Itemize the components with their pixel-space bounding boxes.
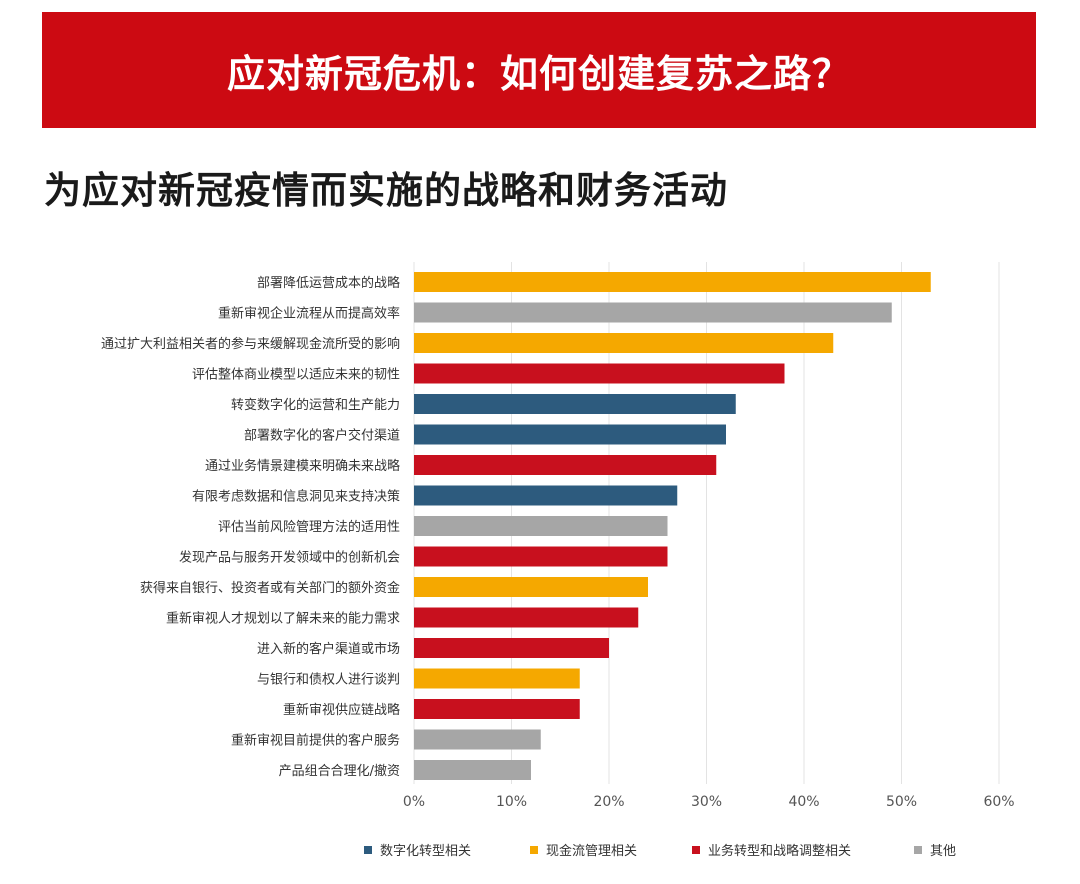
bar [414, 729, 541, 750]
x-tick-label: 60% [983, 794, 1014, 810]
bar [414, 333, 834, 353]
x-tick-label: 20% [593, 794, 624, 810]
legend-label: 数字化转型相关 [380, 844, 471, 859]
bar [414, 394, 736, 414]
category-label: 重新审视供应链战略 [283, 702, 400, 718]
bar [414, 760, 531, 780]
bar [414, 302, 892, 323]
category-label: 与银行和债权人进行谈判 [257, 672, 400, 688]
x-tick-label: 10% [496, 794, 527, 810]
category-label: 部署降低运营成本的战略 [257, 275, 400, 291]
bar [414, 577, 648, 597]
category-label: 进入新的客户渠道或市场 [257, 641, 400, 657]
x-tick-label: 40% [788, 794, 819, 810]
category-label: 评估整体商业模型以适应未来的韧性 [192, 367, 400, 383]
category-label: 发现产品与服务开发领域中的创新机会 [179, 550, 400, 566]
category-label: 评估当前风险管理方法的适用性 [218, 519, 400, 535]
bar [414, 455, 717, 475]
category-label: 重新审视目前提供的客户服务 [231, 733, 400, 749]
banner-title: 应对新冠危机：如何创建复苏之路？ [226, 51, 851, 96]
category-label: 部署数字化的客户交付渠道 [244, 428, 400, 444]
bar [414, 485, 678, 506]
legend-swatch [364, 846, 372, 854]
category-label: 获得来自银行、投资者或有关部门的额外资金 [140, 580, 400, 596]
legend-label: 现金流管理相关 [546, 843, 637, 859]
bar [414, 363, 785, 384]
x-tick-label: 30% [691, 794, 722, 810]
category-label: 通过扩大利益相关者的参与来缓解现金流所受的影响 [101, 336, 400, 352]
bar [414, 424, 726, 445]
legend-swatch [530, 846, 538, 854]
bar [414, 272, 931, 292]
legend-swatch [914, 846, 922, 854]
bar [414, 546, 668, 567]
bar [414, 607, 639, 628]
bar [414, 638, 609, 658]
legend-swatch [692, 846, 700, 854]
bar [414, 668, 580, 689]
header-banner: 应对新冠危机：如何创建复苏之路？ [42, 12, 1036, 128]
category-label: 有限考虑数据和信息洞见来支持决策 [192, 489, 400, 505]
category-label: 重新审视企业流程从而提高效率 [218, 306, 400, 322]
x-tick-label: 50% [886, 794, 917, 810]
chart-subtitle: 为应对新冠疫情而实施的战略和财务活动 [44, 169, 728, 212]
category-label: 产品组合合理化/撤资 [279, 763, 400, 779]
x-tick-label: 0% [403, 794, 425, 810]
category-label: 转变数字化的运营和生产能力 [231, 397, 400, 413]
bar [414, 699, 580, 719]
legend-label: 其他 [930, 844, 956, 859]
category-label: 重新审视人才规划以了解未来的能力需求 [166, 611, 400, 627]
category-label: 通过业务情景建模来明确未来战略 [205, 458, 400, 474]
legend-label: 业务转型和战略调整相关 [708, 843, 851, 859]
bar [414, 516, 668, 536]
